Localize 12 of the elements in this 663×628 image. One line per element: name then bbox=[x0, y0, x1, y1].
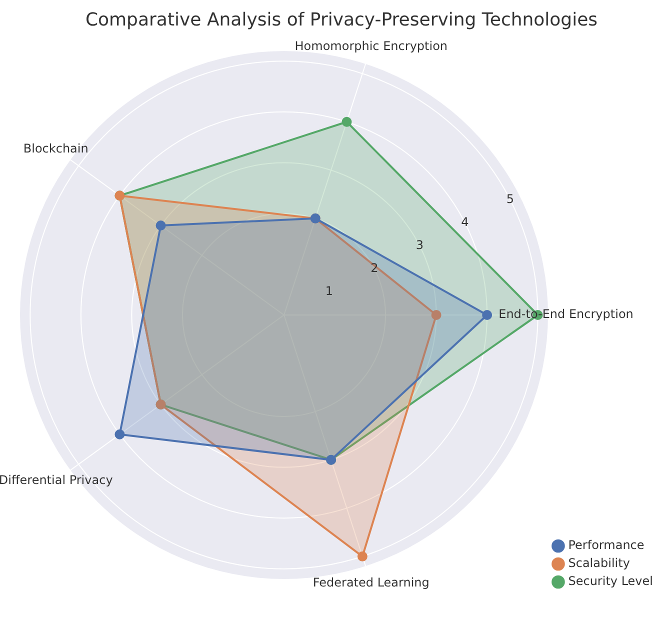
y-tick-label: 5 bbox=[506, 192, 514, 206]
y-tick-label: 1 bbox=[325, 284, 334, 298]
chart-title: Comparative Analysis of Privacy-Preserving Technologies bbox=[85, 9, 598, 30]
y-tick-label: 4 bbox=[461, 214, 469, 229]
legend-label: Security Level bbox=[568, 574, 654, 588]
y-tick-label: 3 bbox=[416, 238, 424, 252]
spoke-label: Homomorphic Encryption bbox=[294, 38, 448, 53]
spoke-label: Federated Learning bbox=[312, 575, 430, 590]
legend-label: Scalability bbox=[568, 556, 630, 570]
spoke-label: Blockchain bbox=[23, 141, 88, 156]
legend-label: Performance bbox=[568, 538, 644, 552]
spoke-label: Differential Privacy bbox=[0, 472, 113, 487]
